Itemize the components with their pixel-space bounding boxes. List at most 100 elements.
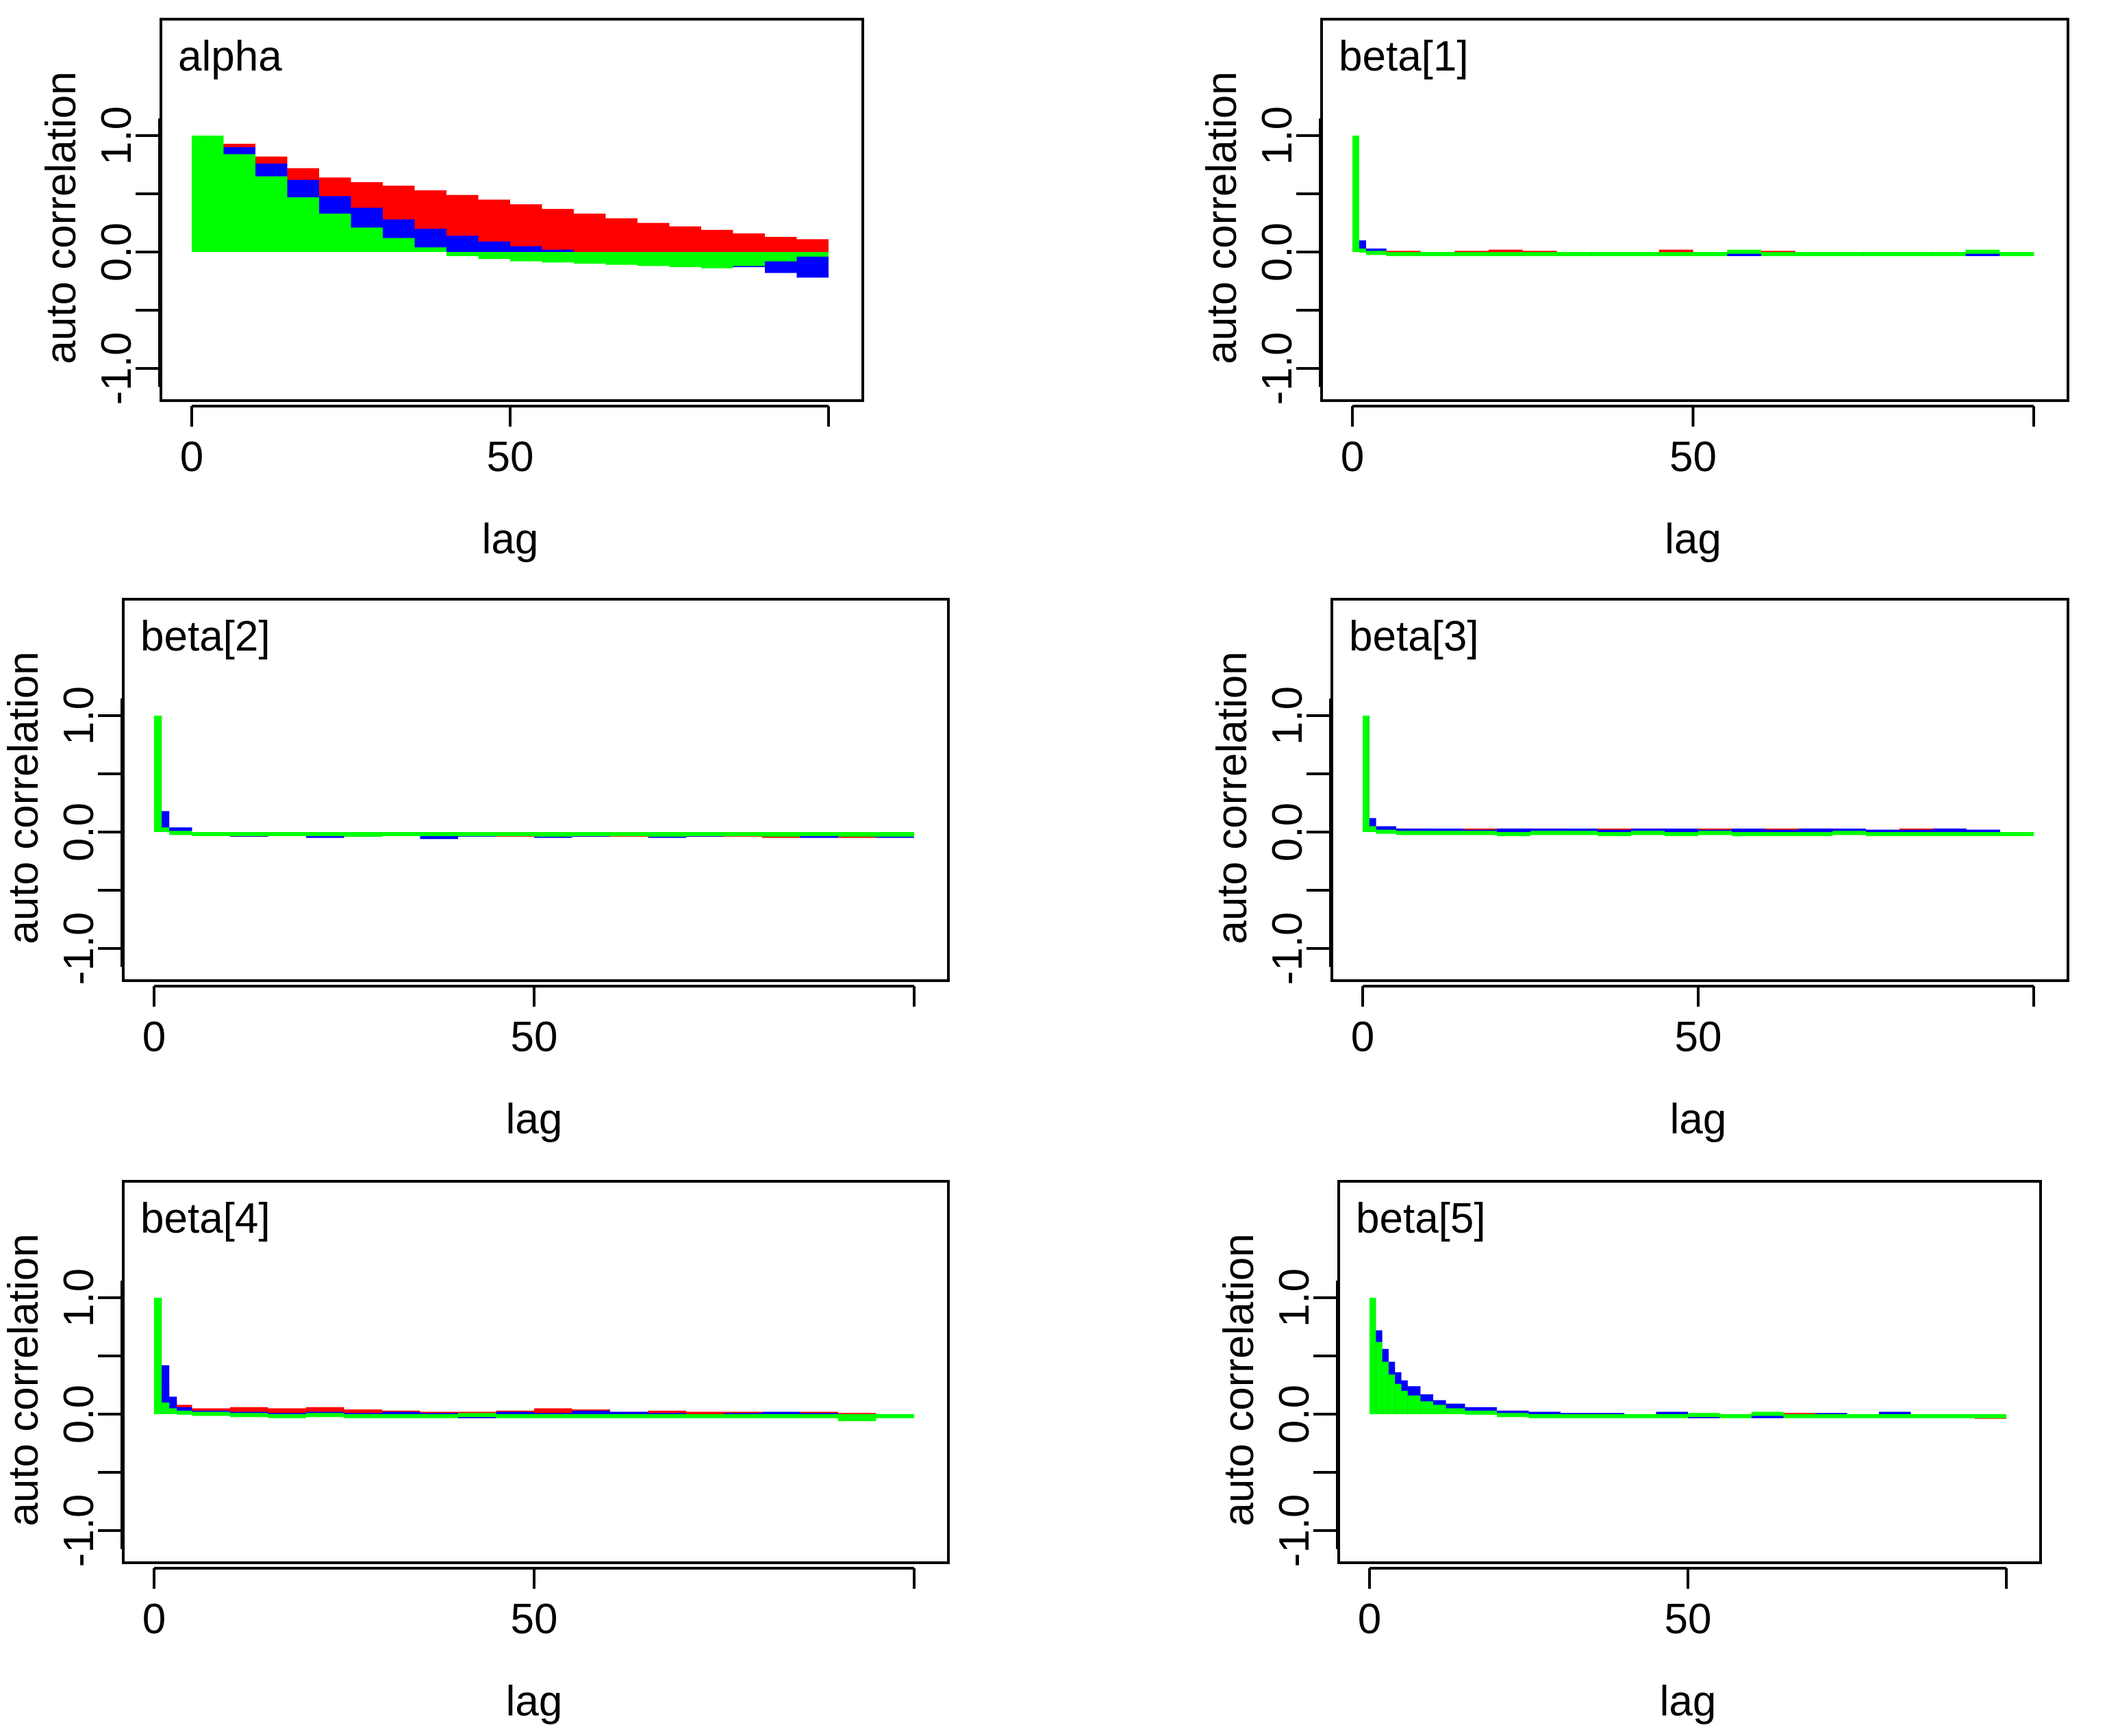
bar-3-lag-65 [605,252,638,265]
x-tick-label: 50 [1675,1014,1722,1061]
bar-3-lag-30 [382,832,420,836]
bar-3-lag-65 [648,832,686,837]
y-tick-label: 1.0 [55,686,103,745]
bar-2-lag-20 [1497,1410,1529,1415]
bar-2-lag-25 [1530,828,1564,833]
bar-2-lag-40 [1631,828,1665,833]
y-tick-label: -1.0 [55,1494,103,1568]
bar-3-lag-80 [1900,832,1933,836]
bar-3-lag-75 [1863,252,1898,256]
bar-2-lag-90 [1965,252,2000,256]
bar-3-lag-85 [733,252,765,266]
bar-3-lag-55 [1732,832,1765,836]
x-axis-title: lag [482,516,539,563]
x-tick-label: 0 [1351,1014,1374,1061]
bar-3-lag-45 [478,252,510,260]
bar-2-lag-75 [1866,829,1900,834]
bar-3-lag-45 [496,832,534,836]
bar-2-lag-30 [1564,828,1598,833]
bar-3-lag-75 [669,252,701,268]
bar-2-lag-45 [496,1411,534,1416]
bar-3-lag-2 [1376,829,1396,834]
bar-1-lag-65 [605,218,638,252]
bar-3-lag-35 [1592,1414,1624,1418]
acf-panel-1: 1.0 0.0 -1.0 0 50 lag auto correlation alpha [38,18,864,563]
bar-3-lag-75 [1847,1414,1879,1418]
bar-3-lag-75 [1866,832,1900,836]
bar-3-lag-3 [177,1410,192,1415]
bar-2-lag-50 [510,246,542,252]
bar-2-lag-45 [478,241,510,252]
bar-3-lag-90 [1943,1414,1975,1418]
bar-2-lag-60 [610,1411,648,1416]
series-2 [1352,136,2034,256]
bar-3-lag-35 [420,1414,458,1418]
bar-3-lag-95 [2000,832,2034,836]
bar-3-lag-5 [192,1411,230,1416]
bar-3-lag-30 [1561,1414,1593,1418]
bar-3-lag-2 [169,831,192,835]
bar-2-lag-80 [1879,1411,1911,1416]
bar-3-lag-60 [1752,1411,1784,1416]
bar-3-lag-50 [1688,1413,1720,1418]
bar-3-lag-55 [542,252,574,263]
bar-3-lag-95 [876,832,914,837]
bar-3-lag-10 [230,1413,268,1418]
bar-3-lag-90 [838,1414,876,1422]
x-axis-title: lag [506,1678,563,1725]
x-tick-label: 0 [142,1014,166,1061]
bar-1-lag-45 [1658,249,1693,254]
bar-1-lag-70 [638,223,670,252]
series-2 [1363,716,2034,836]
bar-2-lag-45 [1656,1411,1688,1416]
bar-3-lag-85 [800,1414,838,1418]
bar-3-lag-80 [1897,252,1932,256]
bar-3-lag-20 [1497,832,1530,836]
bar-3-lag-8 [1420,1401,1433,1414]
bar-1-lag-70 [686,1411,724,1416]
bar-3-lag-70 [1815,1414,1847,1418]
bar-1-lag-15 [268,1408,306,1414]
bar-3-lag-30 [383,238,415,252]
panel-title: beta[4] [140,1195,270,1242]
y-tick-label: -1.0 [1271,1494,1318,1568]
bar-3-lag-1 [1369,826,1376,832]
bar-3-lag-35 [414,247,446,252]
bar-3-lag-45 [496,1414,534,1418]
bar-3-lag-10 [1420,252,1455,256]
bar-3-lag-0 [192,136,224,252]
bar-3-lag-10 [230,832,268,836]
bar-3-lag-70 [686,832,724,836]
bar-3-lag-40 [1625,252,1659,256]
bar-2-lag-20 [1497,828,1530,833]
bar-3-lag-35 [1591,252,1626,256]
bar-3-lag-25 [1528,1414,1561,1418]
bar-3-lag-5 [192,832,230,836]
bar-3-lag-35 [420,832,458,836]
bar-3-lag-2 [1365,251,1387,255]
acf-panel-6: 1.0 0.0 -1.0 0 50 lag auto correlation beta[5] [1215,1180,2042,1725]
x-axis-title: lag [506,1096,563,1143]
bar-3-lag-5 [1396,831,1430,835]
bar-2-lag-10 [1430,828,1463,833]
bar-3-lag-50 [1693,252,1728,256]
bar-3-lag-15 [1465,1410,1497,1415]
bar-3-lag-75 [724,1414,762,1418]
y-tick-label: -1.0 [1264,912,1311,985]
bar-3-lag-45 [1656,1414,1688,1418]
x-axis-title: lag [1665,516,1721,563]
bar-2-lag-1 [162,1365,170,1414]
y-tick-label: 1.0 [1264,686,1311,745]
y-tick-label: 0.0 [55,1385,103,1444]
bar-2-lag-1 [162,811,170,832]
bar-3-lag-90 [765,252,797,262]
series-3 [154,716,914,837]
bar-3-lag-95 [1974,1414,2006,1418]
y-tick-label: 1.0 [55,1268,103,1327]
bar-3-lag-55 [1719,1414,1752,1418]
bar-3-lag-40 [446,252,479,256]
bar-3-lag-65 [648,1414,686,1418]
bar-1-lag-60 [574,213,606,252]
bar-3-lag-85 [1931,252,1966,256]
y-axis-title: auto correlation [0,1233,47,1526]
